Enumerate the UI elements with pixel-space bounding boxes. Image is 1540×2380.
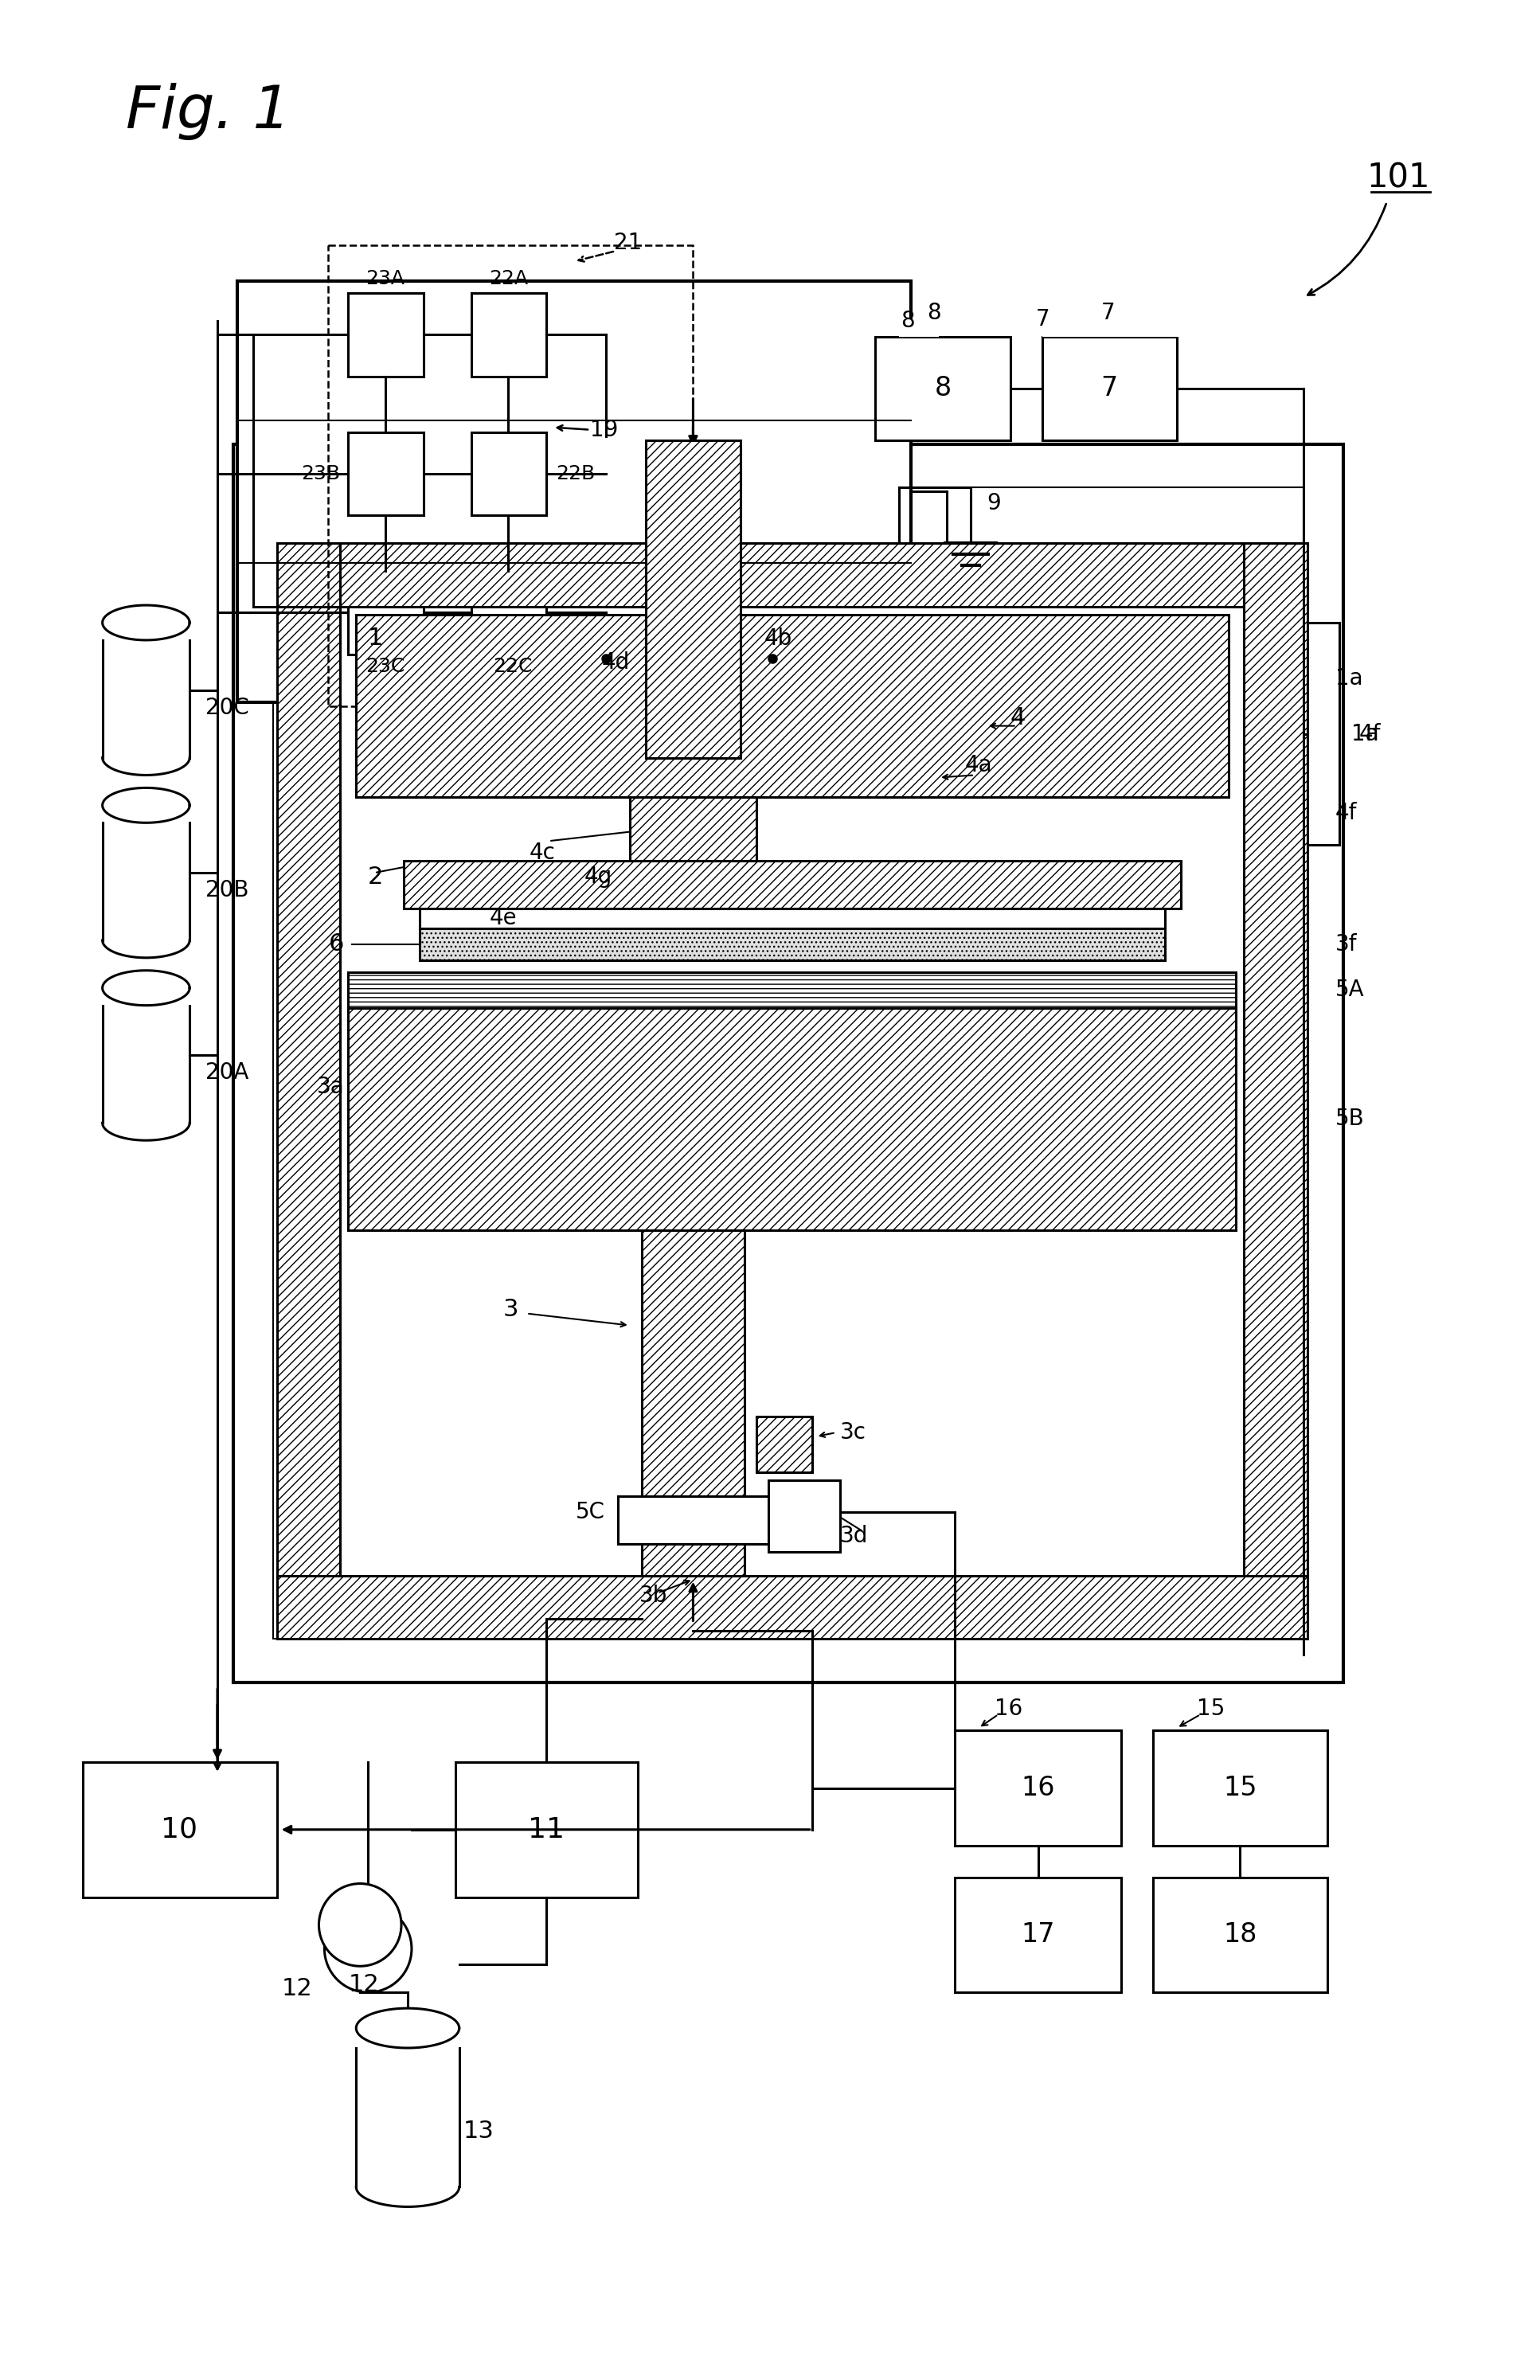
Text: 12: 12 [348, 1973, 379, 1997]
Text: 5B: 5B [1335, 1107, 1364, 1130]
Text: 10: 10 [162, 1816, 197, 1842]
Text: 3c: 3c [839, 1421, 865, 1445]
Bar [642, 1230, 745, 1576]
Text: 4d: 4d [602, 652, 630, 674]
Bar [471, 571, 547, 655]
Text: 21: 21 [614, 231, 642, 255]
Text: 4a: 4a [964, 754, 992, 776]
Text: 12: 12 [282, 1978, 313, 1999]
Bar [1153, 1878, 1327, 1992]
Bar [233, 445, 1343, 1683]
Bar [83, 1761, 277, 1897]
Text: 7: 7 [1036, 307, 1050, 331]
Text: 7: 7 [1101, 376, 1118, 402]
Text: 3: 3 [504, 1297, 519, 1321]
Text: 4g: 4g [584, 866, 611, 888]
Text: 4b: 4b [764, 628, 793, 650]
Text: Fig. 1: Fig. 1 [126, 83, 291, 140]
Text: 8: 8 [927, 302, 941, 324]
Bar [1043, 338, 1177, 440]
Bar [277, 1576, 1307, 1640]
Text: 3d: 3d [839, 1526, 869, 1547]
Text: 1a: 1a [1335, 666, 1363, 690]
Text: 16: 16 [995, 1697, 1023, 1721]
Text: 101: 101 [1368, 162, 1431, 195]
Bar [356, 614, 1229, 797]
Bar [328, 245, 693, 707]
Text: 5A: 5A [1335, 978, 1364, 1000]
Bar [471, 433, 547, 516]
Text: 8: 8 [901, 309, 915, 333]
Bar [419, 909, 1164, 928]
Bar [471, 293, 547, 376]
Bar [403, 862, 1181, 909]
Bar [899, 319, 939, 338]
Text: 20B: 20B [205, 878, 249, 902]
Text: 4c: 4c [530, 843, 556, 864]
Text: 11: 11 [528, 1816, 565, 1842]
Bar [348, 571, 424, 655]
Text: 1a: 1a [1351, 724, 1378, 745]
Bar [875, 338, 1010, 440]
Bar [237, 281, 912, 702]
Text: 3f: 3f [1335, 933, 1357, 954]
Text: 18: 18 [1223, 1921, 1257, 1947]
Text: 19: 19 [590, 419, 618, 440]
Text: 4: 4 [1010, 707, 1026, 731]
Text: 3a: 3a [317, 1076, 345, 1097]
Bar [273, 488, 1303, 1640]
Circle shape [325, 1904, 411, 1992]
Text: 1: 1 [368, 626, 383, 650]
Bar [1153, 1730, 1327, 1845]
Text: 17: 17 [1021, 1921, 1055, 1947]
Bar [348, 971, 1237, 1007]
Bar [630, 797, 756, 862]
Bar [348, 293, 424, 376]
Bar [1043, 319, 1201, 338]
Bar [348, 1007, 1237, 1230]
Circle shape [319, 1883, 402, 1966]
Bar [768, 1480, 839, 1552]
Bar [277, 543, 340, 1640]
Text: 4f: 4f [1335, 802, 1357, 823]
Bar [348, 433, 424, 516]
Text: 7: 7 [1101, 302, 1115, 324]
Text: 22B: 22B [556, 464, 594, 483]
Polygon shape [103, 971, 189, 1004]
Text: 23B: 23B [302, 464, 340, 483]
Text: 20C: 20C [205, 697, 249, 719]
Bar [419, 928, 1164, 959]
Polygon shape [103, 788, 189, 823]
Text: 4e: 4e [490, 907, 516, 928]
Polygon shape [356, 2009, 459, 2047]
Text: 13: 13 [464, 2121, 494, 2142]
Bar [277, 543, 1307, 607]
Text: 22A: 22A [488, 269, 528, 288]
Text: 3b: 3b [639, 1585, 667, 1607]
Text: 22C: 22C [493, 657, 531, 676]
Text: 23A: 23A [367, 269, 405, 288]
Bar [340, 607, 1244, 1576]
Bar [1307, 671, 1332, 828]
Bar [756, 1416, 812, 1473]
Polygon shape [103, 605, 189, 640]
Text: 20A: 20A [205, 1061, 249, 1083]
Bar [456, 1761, 638, 1897]
Text: 15: 15 [1197, 1697, 1224, 1721]
Bar [618, 1497, 768, 1545]
Text: 23C: 23C [367, 657, 405, 676]
Text: 4f: 4f [1360, 724, 1381, 745]
Text: 15: 15 [1223, 1775, 1257, 1802]
Bar [645, 440, 741, 757]
Text: 6: 6 [330, 933, 345, 957]
Bar [1307, 624, 1340, 845]
Text: 8: 8 [935, 376, 952, 402]
Text: 2: 2 [368, 866, 383, 888]
Text: 16: 16 [1021, 1775, 1055, 1802]
Bar [1244, 543, 1307, 1640]
Text: 9: 9 [987, 493, 1001, 514]
Bar [955, 1730, 1121, 1845]
Text: 5C: 5C [576, 1502, 605, 1523]
Bar [955, 1878, 1121, 1992]
